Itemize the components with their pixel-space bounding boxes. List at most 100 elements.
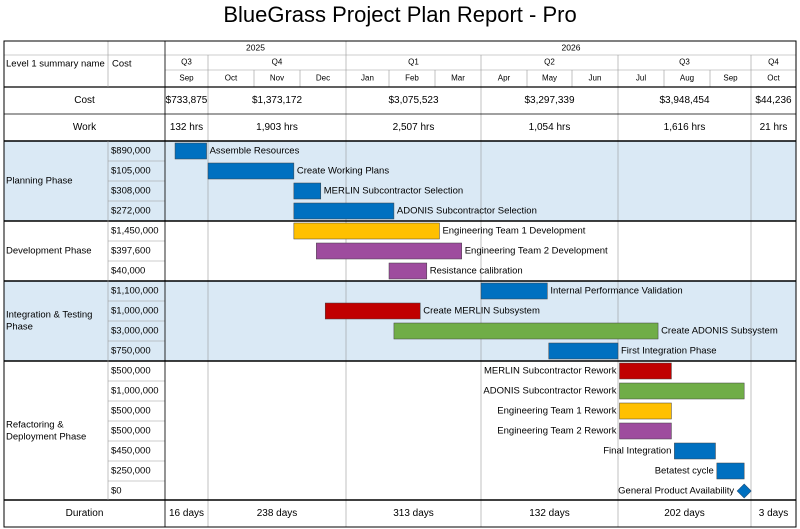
table-border [3, 40, 797, 528]
task-cost: $1,100,000 [111, 286, 159, 297]
task-cost: $450,000 [111, 446, 151, 457]
task-bar [293, 182, 322, 200]
task-bar [619, 382, 745, 400]
quarter-label: Q4 [272, 58, 283, 67]
task-cost: $105,000 [111, 166, 151, 177]
quarter-work-value: 1,054 hrs [529, 122, 571, 133]
task-label: ADONIS Subcontractor Selection [397, 206, 537, 217]
task-cost: $750,000 [111, 346, 151, 357]
work-row-label: Work [73, 122, 97, 133]
quarter-cost-value: $3,075,523 [388, 95, 438, 106]
quarter-duration-value: 3 days [759, 508, 788, 519]
task-label: General Product Availability [618, 486, 734, 497]
task-label: Assemble Resources [210, 146, 300, 157]
task-label: MERLIN Subcontractor Selection [324, 186, 463, 197]
task-bar [207, 162, 295, 180]
year-label: 2026 [562, 42, 581, 52]
task-cost: $250,000 [111, 466, 151, 477]
phase-name: Phase [6, 322, 33, 333]
month-label: Sep [723, 74, 738, 83]
quarter-cost-value: $3,948,454 [659, 95, 709, 106]
quarter-work-value: 2,507 hrs [393, 122, 435, 133]
quarter-cost-value: $733,875 [166, 95, 208, 106]
task-cost: $272,000 [111, 206, 151, 217]
task-cost: $500,000 [111, 406, 151, 417]
task-bar [388, 262, 428, 280]
task-label: Engineering Team 2 Development [465, 246, 608, 257]
cost-header: Cost [112, 59, 132, 70]
quarter-label: Q1 [408, 58, 419, 67]
month-label: Dec [316, 74, 330, 83]
task-label: Create Working Plans [297, 166, 389, 177]
quarter-work-value: 1,616 hrs [664, 122, 706, 133]
month-label: Jun [589, 74, 602, 83]
task-bar [393, 322, 659, 340]
task-label: Engineering Team 1 Rework [497, 406, 616, 417]
milestone-diamond [736, 483, 752, 499]
quarter-cost-value: $44,236 [755, 95, 792, 106]
task-label: ADONIS Subcontractor Rework [483, 386, 616, 397]
quarter-duration-value: 16 days [169, 508, 204, 519]
task-label: Internal Performance Validation [550, 286, 682, 297]
task-label: Engineering Team 1 Development [442, 226, 585, 237]
task-bar [293, 222, 440, 240]
task-bar [324, 302, 421, 320]
task-cost: $40,000 [111, 266, 145, 277]
task-label: Betatest cycle [655, 466, 714, 477]
task-bar [674, 442, 716, 460]
month-label: May [542, 74, 557, 83]
task-label: MERLIN Subcontractor Rework [484, 366, 617, 377]
month-label: Oct [767, 74, 780, 83]
month-label: Jan [361, 74, 374, 83]
task-label: First Integration Phase [621, 346, 717, 357]
phase-name: Development Phase [6, 246, 92, 257]
task-cost: $500,000 [111, 426, 151, 437]
quarter-duration-value: 238 days [257, 508, 298, 519]
task-label: Final Integration [603, 446, 671, 457]
quarter-duration-value: 132 days [529, 508, 570, 519]
month-label: Sep [179, 74, 194, 83]
month-label: Feb [405, 74, 419, 83]
task-bar [716, 462, 745, 480]
quarter-cost-value: $3,297,339 [524, 95, 574, 106]
task-cost: $500,000 [111, 366, 151, 377]
task-bar [316, 242, 462, 260]
cost-row-label: Cost [74, 95, 95, 106]
phase-name: Deployment Phase [6, 432, 86, 443]
quarter-duration-value: 202 days [664, 508, 705, 519]
task-cost: $1,000,000 [111, 386, 159, 397]
phase-name: Planning Phase [6, 176, 73, 187]
task-cost: $308,000 [111, 186, 151, 197]
month-label: Aug [680, 74, 694, 83]
level1-header: Level 1 summary name [6, 59, 105, 70]
quarter-cost-value: $1,373,172 [252, 95, 302, 106]
quarter-label: Q2 [544, 58, 555, 67]
task-label: Create ADONIS Subsystem [661, 326, 778, 337]
month-label: Oct [225, 74, 238, 83]
month-label: Apr [498, 74, 511, 83]
quarter-label: Q3 [181, 58, 192, 67]
month-label: Mar [451, 74, 465, 83]
task-label: Engineering Team 2 Rework [497, 426, 616, 437]
task-label: Create MERLIN Subsystem [423, 306, 540, 317]
quarter-label: Q4 [768, 58, 779, 67]
month-label: Nov [270, 74, 284, 83]
task-cost: $890,000 [111, 146, 151, 157]
report-title: BlueGrass Project Plan Report - Pro [223, 2, 577, 27]
task-bar [480, 282, 548, 300]
task-bar [619, 402, 672, 420]
quarter-work-value: 21 hrs [760, 122, 788, 133]
quarter-work-value: 132 hrs [170, 122, 203, 133]
task-bar [619, 422, 672, 440]
task-cost: $397,600 [111, 246, 151, 257]
month-label: Jul [636, 74, 646, 83]
task-bar [293, 202, 395, 220]
task-bar [619, 362, 672, 380]
duration-row-label: Duration [66, 508, 104, 519]
quarter-label: Q3 [679, 58, 690, 67]
task-cost: $3,000,000 [111, 326, 159, 337]
year-label: 2025 [246, 42, 265, 52]
phase-name: Refactoring & [6, 420, 64, 431]
task-bar [174, 142, 207, 160]
